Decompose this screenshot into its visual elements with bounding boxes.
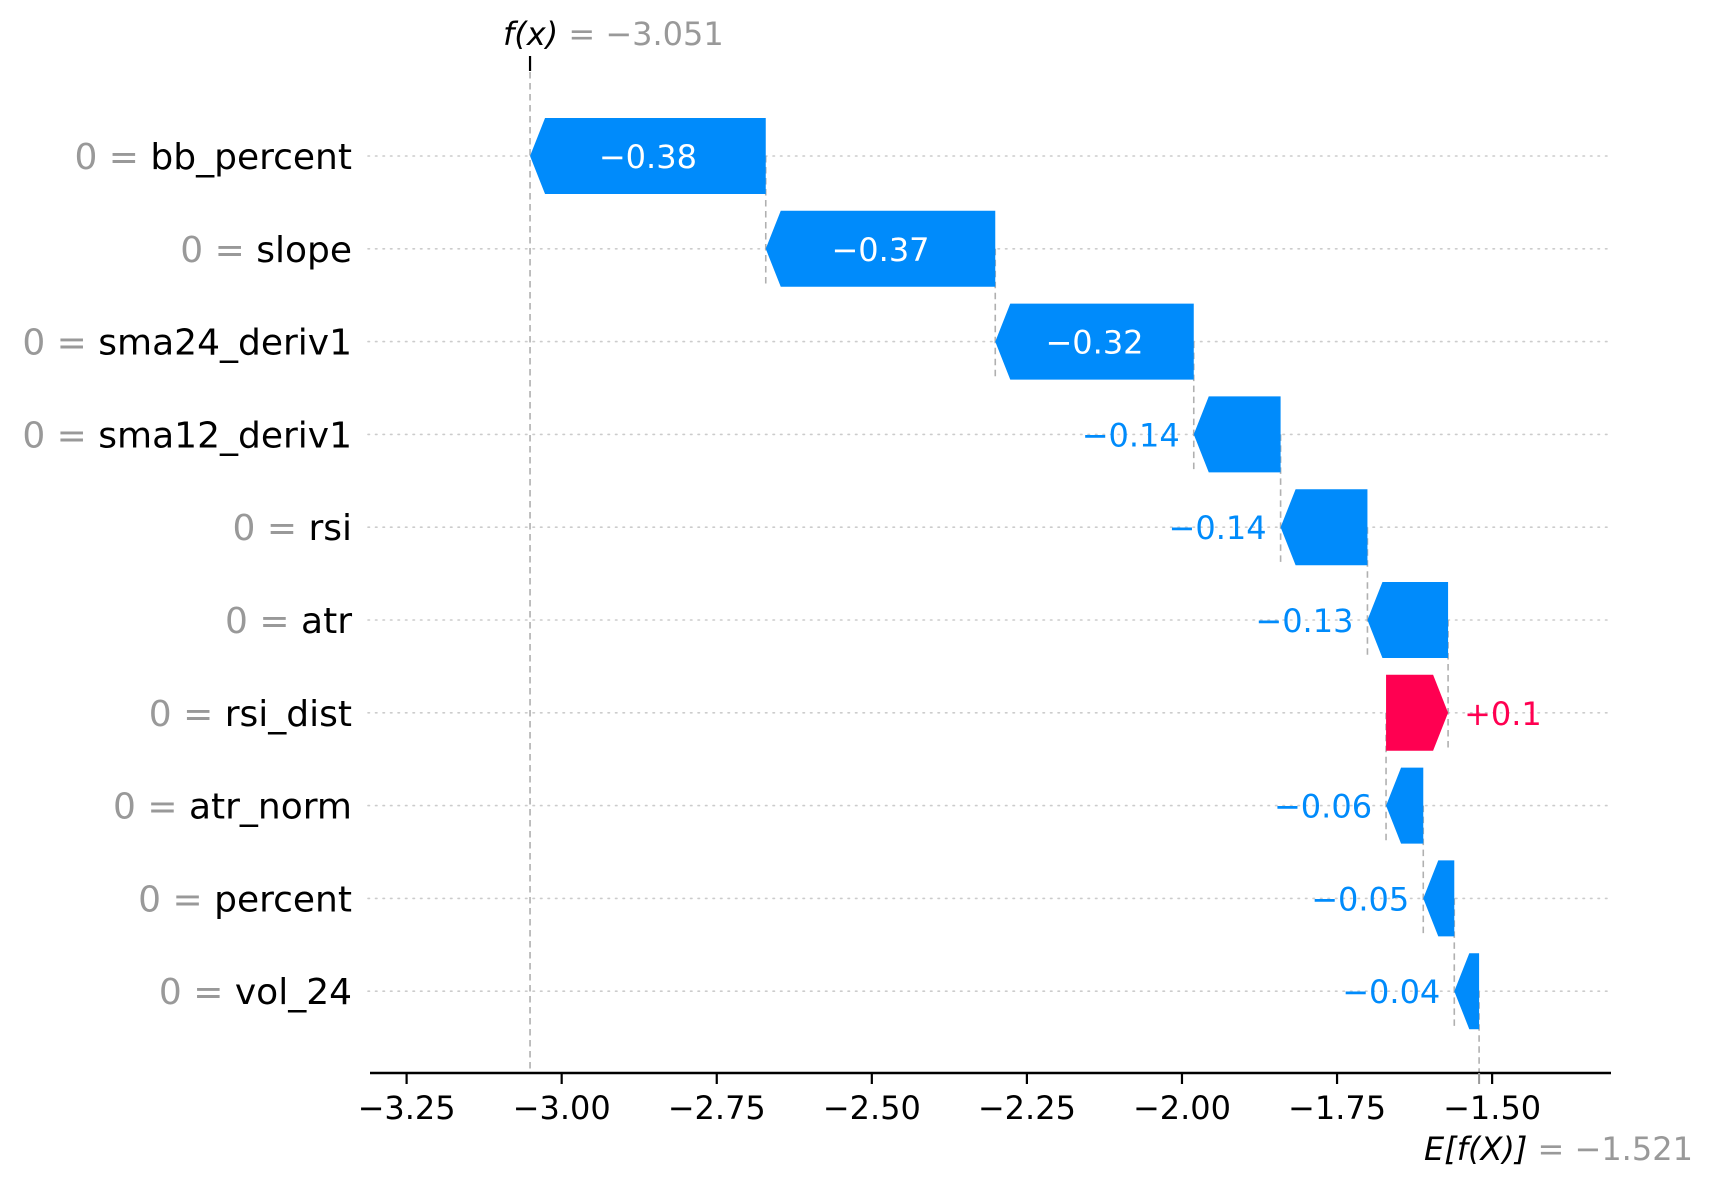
- feature-label-bb_percent: 0 = bb_percent: [74, 137, 352, 178]
- bar-vol_24: [1454, 953, 1480, 1030]
- x-tick-label: −1.50: [1443, 1089, 1541, 1127]
- feature-name: sma24_deriv1: [98, 322, 352, 363]
- bar-value-label: −0.14: [1169, 509, 1267, 547]
- bar-atr: [1367, 582, 1449, 658]
- bar-value-label: −0.38: [599, 138, 697, 176]
- x-tick-label: −2.25: [978, 1089, 1076, 1127]
- bar-value-label: −0.04: [1342, 973, 1440, 1011]
- feature-name: rsi: [308, 508, 352, 549]
- feature-label-rsi_dist: 0 = rsi_dist: [149, 693, 352, 734]
- feature-name: percent: [214, 879, 352, 920]
- feature-name: atr_norm: [189, 786, 352, 827]
- feature-value-prefix: 0 =: [149, 693, 225, 734]
- feature-label-slope: 0 = slope: [180, 229, 352, 270]
- bar-value-label: −0.06: [1274, 788, 1372, 826]
- bar-bb_percent: [530, 118, 766, 194]
- feature-value-prefix: 0 =: [225, 601, 301, 642]
- bar-rsi_dist: [1386, 674, 1449, 751]
- feature-name: slope: [256, 229, 352, 270]
- feature-label-atr_norm: 0 = atr_norm: [113, 786, 352, 827]
- bar-sma24_deriv1: [995, 303, 1194, 380]
- bar-atr_norm: [1386, 767, 1424, 844]
- ef-title-math: E[f(X)]: [1424, 1130, 1527, 1168]
- bar-sma12_deriv1: [1193, 396, 1281, 473]
- x-tick-label: −2.75: [668, 1089, 766, 1127]
- bar-rsi: [1280, 489, 1368, 566]
- feature-value-prefix: 0 =: [232, 508, 308, 549]
- x-tick-label: −3.25: [358, 1089, 456, 1127]
- bar-percent: [1423, 860, 1455, 937]
- x-tick-label: −1.75: [1288, 1089, 1386, 1127]
- fx-title: f(x) = −3.051: [503, 15, 724, 53]
- x-tick-label: −2.00: [1133, 1089, 1231, 1127]
- bar-value-label: −0.32: [1045, 324, 1143, 362]
- feature-value-prefix: 0 =: [138, 879, 214, 920]
- feature-label-rsi: 0 = rsi: [232, 508, 352, 549]
- feature-value-prefix: 0 =: [22, 415, 98, 456]
- feature-name: sma12_deriv1: [98, 415, 352, 456]
- fx-title-math: f(x): [503, 15, 558, 53]
- feature-name: atr: [301, 601, 352, 642]
- feature-value-prefix: 0 =: [74, 137, 150, 178]
- bar-value-label: −0.14: [1082, 416, 1180, 454]
- ef-title: E[f(X)] = −1.521: [1424, 1130, 1693, 1168]
- x-tick-label: −2.50: [823, 1089, 921, 1127]
- feature-label-percent: 0 = percent: [138, 879, 352, 920]
- fx-title-value: = −3.051: [558, 15, 724, 53]
- bar-value-label: +0.1: [1464, 695, 1542, 733]
- feature-label-sma12_deriv1: 0 = sma12_deriv1: [22, 415, 352, 456]
- feature-value-prefix: 0 =: [159, 972, 235, 1013]
- feature-name: bb_percent: [150, 137, 352, 178]
- bar-value-label: −0.13: [1255, 602, 1353, 640]
- feature-name: vol_24: [235, 972, 352, 1013]
- feature-label-vol_24: 0 = vol_24: [159, 972, 352, 1013]
- feature-label-sma24_deriv1: 0 = sma24_deriv1: [22, 322, 352, 363]
- feature-value-prefix: 0 =: [180, 229, 256, 270]
- feature-name: rsi_dist: [225, 693, 352, 734]
- bar-value-label: −0.37: [831, 231, 929, 269]
- feature-value-prefix: 0 =: [22, 322, 98, 363]
- bar-value-label: −0.05: [1311, 880, 1409, 918]
- feature-value-prefix: 0 =: [113, 786, 189, 827]
- ef-title-value: = −1.521: [1527, 1130, 1693, 1168]
- x-tick-label: −3.00: [513, 1089, 611, 1127]
- bar-slope: [765, 210, 996, 287]
- feature-label-atr: 0 = atr: [225, 601, 352, 642]
